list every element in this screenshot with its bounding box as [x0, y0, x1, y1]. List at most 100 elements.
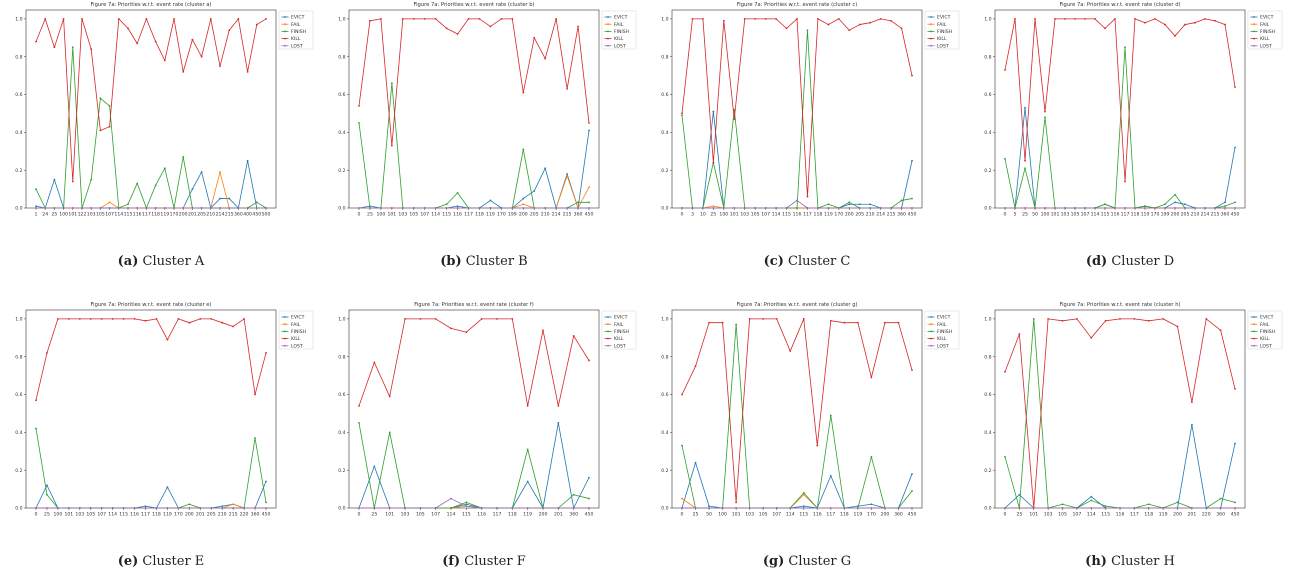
- data-point: [199, 507, 202, 509]
- data-point: [35, 399, 37, 402]
- series-line-evict: [358, 130, 590, 209]
- x-tick-label: 200: [539, 512, 548, 518]
- data-point: [456, 191, 459, 194]
- data-point: [434, 207, 437, 209]
- data-point: [423, 18, 426, 20]
- data-point: [369, 19, 371, 22]
- x-tick-label: 450: [262, 512, 271, 518]
- data-point: [1034, 18, 1036, 20]
- data-point: [136, 182, 139, 185]
- x-tick-label: 115: [1101, 212, 1110, 218]
- data-point: [1104, 207, 1106, 209]
- data-point: [1190, 401, 1193, 404]
- data-point: [526, 448, 529, 451]
- data-point: [1084, 207, 1086, 209]
- x-tick-label: 118: [1144, 512, 1153, 518]
- data-point: [588, 201, 590, 204]
- x-tick-label: 450: [908, 212, 917, 218]
- x-tick-label: 117: [142, 212, 151, 218]
- data-point: [816, 507, 819, 509]
- data-point: [870, 456, 873, 458]
- data-point: [53, 207, 56, 209]
- x-tick-label: 118: [151, 212, 160, 218]
- x-tick-label: 100: [54, 512, 63, 518]
- x-tick-label: 105: [96, 212, 105, 218]
- data-point: [1074, 18, 1076, 20]
- data-point: [577, 25, 579, 28]
- data-point: [1124, 180, 1126, 183]
- data-point: [144, 507, 147, 509]
- legend-marker: [284, 323, 286, 326]
- data-point: [46, 352, 48, 354]
- x-tick-label: 101: [385, 512, 394, 518]
- data-point: [46, 484, 48, 487]
- data-point: [496, 318, 498, 320]
- data-point: [1164, 203, 1166, 206]
- y-tick-label: 0.4: [661, 130, 668, 136]
- x-tick-label: 205: [530, 212, 539, 218]
- x-tick-label: 107: [761, 212, 770, 218]
- data-point: [681, 114, 683, 117]
- x-tick-label: 360: [574, 212, 583, 218]
- legend-label: KILL: [614, 36, 624, 42]
- data-point: [145, 18, 148, 20]
- x-tick-label: 100: [718, 512, 727, 518]
- data-point: [67, 507, 70, 509]
- series-line-finish: [1004, 318, 1236, 509]
- data-point: [533, 190, 536, 192]
- data-point: [200, 171, 203, 173]
- data-point: [380, 207, 382, 209]
- plot-frame: [671, 309, 923, 509]
- data-point: [480, 507, 483, 509]
- y-tick-label: 0.6: [15, 392, 22, 398]
- x-tick-label: 101: [68, 212, 77, 218]
- data-point: [35, 207, 37, 209]
- x-tick-label: 360: [894, 512, 903, 518]
- panel-caption: (e) Cluster E: [0, 554, 322, 569]
- data-point: [802, 507, 805, 509]
- x-tick-label: 115: [799, 512, 808, 518]
- line-chart: Figure 7a: Priorities w.r.t. event rate …: [15, 2, 314, 218]
- data-point: [681, 497, 683, 500]
- data-point: [722, 207, 725, 209]
- data-point: [401, 18, 404, 20]
- data-point: [566, 87, 568, 90]
- y-tick-label: 1.0: [661, 17, 668, 23]
- x-tick-label: 107: [420, 212, 429, 218]
- y-tick-label: 0.4: [984, 130, 991, 136]
- series-line-fail: [36, 171, 266, 209]
- chart-title: Figure 7a: Priorities w.r.t. event rate …: [414, 302, 534, 308]
- data-point: [1234, 207, 1236, 209]
- data-point: [62, 18, 65, 20]
- data-point: [775, 18, 777, 20]
- data-point: [191, 38, 194, 41]
- data-point: [733, 108, 736, 111]
- data-point: [209, 18, 212, 20]
- y-tick-label: 0.4: [984, 430, 991, 436]
- data-point: [879, 18, 882, 20]
- data-point: [182, 156, 185, 158]
- legend-marker: [930, 16, 932, 18]
- legend-marker: [930, 323, 932, 326]
- data-point: [53, 46, 56, 49]
- legend-label: EVICT: [614, 315, 628, 321]
- figure-grid: Figure 7a: Priorities w.r.t. event rate …: [0, 2, 1283, 569]
- data-point: [358, 207, 360, 209]
- data-point: [1219, 497, 1222, 500]
- data-point: [681, 444, 683, 447]
- legend-label: EVICT: [291, 315, 305, 321]
- legend-marker: [930, 344, 932, 347]
- y-tick-label: 1.0: [984, 317, 991, 323]
- series-line-evict: [35, 481, 267, 509]
- data-point: [911, 74, 913, 77]
- data-point: [911, 207, 913, 209]
- x-tick-label: 105: [86, 512, 95, 518]
- y-tick-label: 0.4: [661, 430, 668, 436]
- data-point: [1114, 18, 1116, 20]
- legend-label: KILL: [937, 36, 947, 42]
- x-tick-label: 100: [59, 212, 68, 218]
- data-point: [1004, 157, 1006, 160]
- data-point: [1032, 318, 1035, 320]
- x-tick-label: 100: [377, 212, 386, 218]
